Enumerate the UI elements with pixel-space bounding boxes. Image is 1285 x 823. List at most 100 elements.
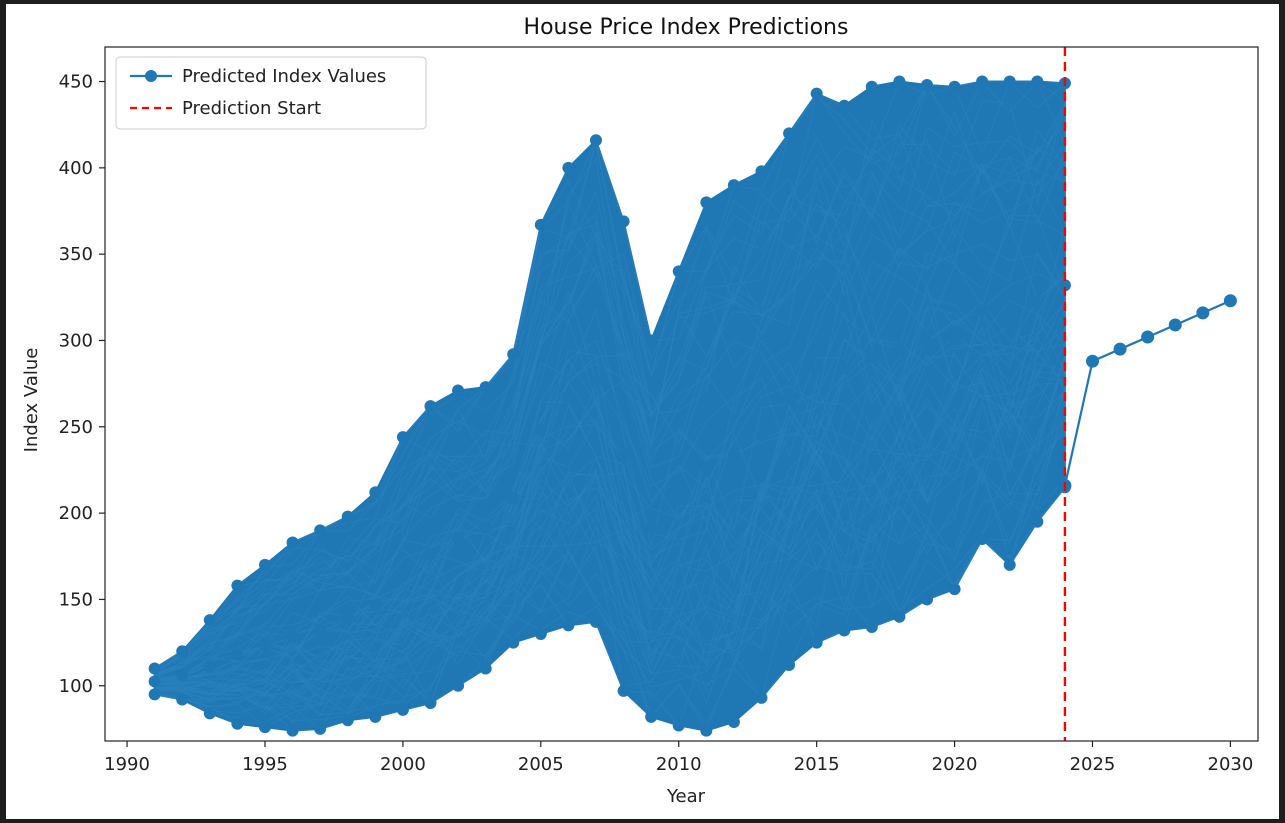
- history-series-line: [154, 224, 1066, 681]
- history-marker: [865, 350, 878, 363]
- history-series-line: [154, 486, 1066, 728]
- y-axis: 100 150 200 250 300 350 400 450: [59, 72, 105, 697]
- x-tick-label: 2005: [518, 754, 564, 775]
- legend-label-predicted: Predicted Index Values: [182, 66, 386, 87]
- history-marker: [341, 612, 354, 625]
- history-marker: [865, 621, 878, 634]
- x-tick-label: 2030: [1208, 754, 1254, 775]
- chart-title: House Price Index Predictions: [524, 15, 849, 40]
- history-series-line: [154, 243, 1066, 679]
- history-marker: [396, 703, 409, 716]
- history-marker: [617, 215, 630, 228]
- history-series-line: [154, 486, 1066, 727]
- history-marker: [727, 716, 740, 729]
- history-marker: [369, 486, 382, 499]
- history-series-line: [154, 325, 1066, 686]
- history-marker: [617, 450, 630, 463]
- history-series-line: [154, 80, 1066, 674]
- history-marker: [534, 218, 547, 231]
- history-marker: [424, 697, 437, 710]
- history-marker: [534, 627, 547, 640]
- history-marker: [341, 510, 354, 523]
- history-marker: [369, 598, 382, 611]
- history-marker: [948, 80, 961, 93]
- history-series-line: [154, 432, 1066, 730]
- history-marker: [1003, 317, 1016, 330]
- history-marker: [231, 579, 244, 592]
- history-series-line: [154, 228, 1066, 682]
- x-tick-label: 2010: [656, 754, 702, 775]
- history-marker: [672, 719, 685, 732]
- history-marker: [672, 265, 685, 278]
- y-tick-label: 350: [59, 244, 93, 265]
- history-marker: [589, 134, 602, 147]
- history-marker: [286, 630, 299, 643]
- history-marker: [1003, 75, 1016, 88]
- history-marker: [700, 724, 713, 737]
- history-series-line: [154, 324, 1066, 687]
- history-marker: [231, 648, 244, 661]
- history-marker: [976, 75, 989, 88]
- history-marker: [286, 724, 299, 737]
- history-marker: [258, 721, 271, 734]
- y-tick-label: 100: [59, 676, 93, 697]
- history-marker: [920, 593, 933, 606]
- history-series-line: [154, 329, 1066, 696]
- history-series-line: [154, 103, 1066, 676]
- y-tick-label: 450: [59, 72, 93, 93]
- history-marker: [479, 521, 492, 534]
- history-marker: [948, 331, 961, 344]
- legend-marker-predicted: [145, 70, 157, 82]
- history-marker: [231, 717, 244, 730]
- history-marker: [645, 522, 658, 535]
- history-marker: [645, 710, 658, 723]
- history-series-line: [154, 412, 1066, 725]
- history-marker: [672, 492, 685, 505]
- history-series-line: [154, 144, 1066, 676]
- history-marker: [148, 675, 161, 688]
- history-marker: [976, 533, 989, 546]
- history-series-line: [154, 302, 1066, 683]
- history-marker: [148, 662, 161, 675]
- forecast-marker: [1113, 342, 1127, 356]
- history-marker: [893, 75, 906, 88]
- history-series-line: [154, 109, 1066, 673]
- y-tick-label: 300: [59, 330, 93, 351]
- history-marker: [286, 536, 299, 549]
- history-marker: [562, 619, 575, 632]
- history-marker: [645, 334, 658, 347]
- history-series-line: [154, 389, 1066, 710]
- history-marker: [562, 161, 575, 174]
- forecast-marker: [1223, 294, 1237, 308]
- y-tick-label: 200: [59, 503, 93, 524]
- history-series-line: [154, 352, 1066, 706]
- history-marker: [424, 548, 437, 561]
- legend-box: [115, 56, 427, 130]
- history-marker: [755, 428, 768, 441]
- history-marker: [838, 362, 851, 375]
- history-series-line: [154, 398, 1066, 716]
- history-marker: [203, 660, 216, 673]
- history-marker: [452, 384, 465, 397]
- x-tick-label: 2025: [1070, 754, 1116, 775]
- history-marker: [562, 390, 575, 403]
- chart-figure: House Price Index Predictions 1990 1995 20…: [6, 4, 1279, 819]
- history-marker: [783, 127, 796, 140]
- history-marker: [700, 196, 713, 209]
- history-marker: [203, 707, 216, 720]
- history-series-line: [154, 100, 1066, 672]
- x-axis-label: Year: [666, 786, 706, 807]
- y-tick-label: 250: [59, 417, 93, 438]
- history-marker: [176, 693, 189, 706]
- history-marker: [479, 662, 492, 675]
- history-marker: [617, 684, 630, 697]
- history-marker: [1058, 279, 1071, 292]
- plot-area: [148, 47, 1237, 741]
- history-series-line: [154, 356, 1066, 694]
- history-marker: [783, 393, 796, 406]
- x-tick-label: 2020: [932, 754, 978, 775]
- forecast-marker: [1085, 354, 1099, 368]
- history-marker: [452, 532, 465, 545]
- history-marker: [838, 624, 851, 637]
- history-marker: [755, 691, 768, 704]
